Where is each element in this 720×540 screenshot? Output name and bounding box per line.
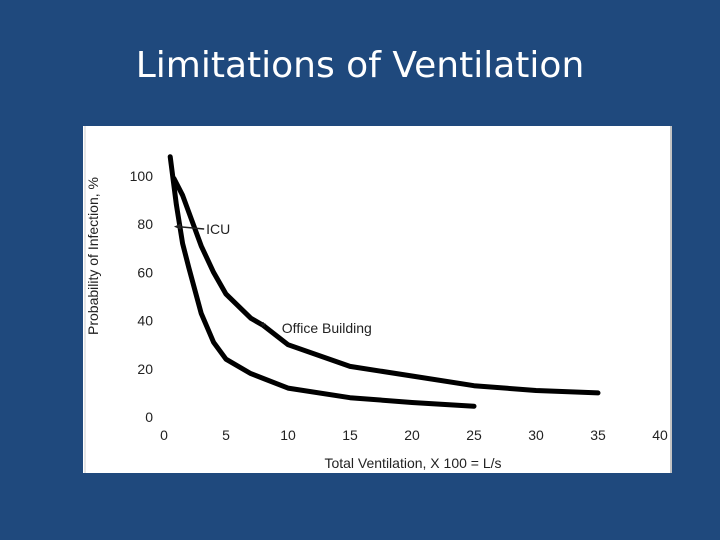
series-annotation-label: Office Building	[282, 320, 372, 336]
x-tick-labels: 0 5 10 15 20 25 30 35 40	[160, 427, 668, 443]
y-tick-label: 20	[137, 361, 153, 377]
x-tick-label: 0	[160, 427, 168, 443]
y-axis-label: Probability of Infection, %	[85, 177, 101, 335]
y-tick-label: 100	[130, 168, 154, 184]
x-tick-label: 10	[280, 427, 296, 443]
icu-pointer-arrowhead	[173, 223, 181, 230]
x-tick-label: 15	[342, 427, 358, 443]
x-tick-label: 35	[590, 427, 606, 443]
x-tick-label: 40	[652, 427, 668, 443]
y-tick-label: 60	[137, 264, 153, 280]
x-axis-label: Total Ventilation, X 100 = L/s	[324, 455, 501, 471]
y-tick-labels: 0 20 40 60 80 100	[130, 168, 154, 425]
infection-probability-chart: Probability of Infection, % Total Ventil…	[84, 126, 672, 473]
x-tick-label: 5	[222, 427, 230, 443]
office-building-series-line	[171, 175, 601, 396]
slide-title: Limitations of Ventilation	[135, 45, 585, 86]
icu-pointer-line	[177, 225, 205, 230]
icu-series-line	[167, 154, 477, 409]
series-layer	[167, 154, 601, 409]
annotation-layer: ICU * Office Building	[173, 221, 372, 336]
x-tick-label: 20	[404, 427, 420, 443]
office-building-marker: *	[260, 318, 266, 334]
series-annotation-label: ICU	[206, 221, 230, 237]
y-tick-label: 0	[145, 409, 153, 425]
y-axis-label-group: Probability of Infection, %	[85, 177, 101, 335]
y-tick-label: 40	[137, 313, 153, 329]
x-tick-label: 25	[466, 427, 482, 443]
y-tick-label: 80	[137, 216, 153, 232]
x-tick-label: 30	[528, 427, 544, 443]
chart-panel: Probability of Infection, % Total Ventil…	[83, 126, 672, 473]
